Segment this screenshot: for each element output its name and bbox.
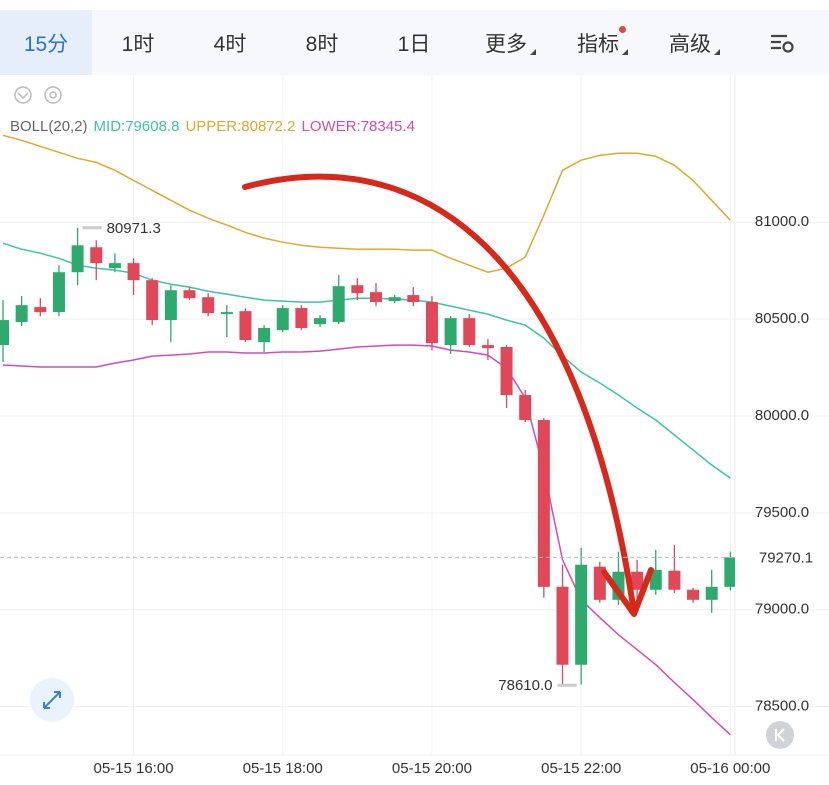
candle-body	[519, 395, 532, 421]
tab[interactable]: 1时	[121, 32, 155, 56]
candle-body	[687, 589, 700, 600]
y-tick-label: 79500.0	[755, 504, 809, 521]
x-tick-label: 05-16 00:00	[690, 760, 770, 777]
candle-body	[127, 263, 140, 281]
candle-body	[202, 297, 215, 314]
candle-body	[351, 285, 364, 294]
x-tick-label: 05-15 20:00	[392, 760, 472, 777]
y-tick-label: 80000.0	[755, 407, 809, 424]
candle-body	[295, 308, 308, 329]
candle-body	[668, 570, 681, 590]
candle-body	[481, 345, 494, 349]
legend-item: LOWER:78345.4	[302, 118, 415, 135]
x-tick-label: 05-15 22:00	[541, 760, 621, 777]
candle-body	[258, 328, 271, 343]
candle-body	[631, 571, 644, 590]
dropdown-caret	[622, 49, 628, 55]
candle-body	[15, 305, 28, 323]
high-marker-label: 80971.3	[107, 220, 161, 237]
dropdown-caret	[714, 49, 720, 55]
settings-icon[interactable]	[44, 86, 62, 104]
y-tick-label: 80500.0	[755, 310, 809, 327]
hide-icon[interactable]	[14, 86, 32, 104]
y-tick-label: 81000.0	[755, 213, 809, 230]
candle-body	[388, 297, 401, 302]
candle-body	[108, 263, 121, 269]
candle-body	[556, 586, 569, 665]
arrow-annotation	[242, 173, 637, 615]
candle-body	[276, 308, 289, 331]
tab[interactable]: 1日	[397, 32, 431, 56]
tab[interactable]: 15分	[0, 10, 92, 75]
candle-body	[52, 272, 65, 313]
candle-body	[649, 569, 662, 590]
candle-body	[500, 347, 513, 396]
dropdown-caret	[530, 49, 536, 55]
settings-icon-glyph	[49, 91, 57, 99]
badge-dot	[619, 26, 626, 33]
candle-body	[146, 280, 159, 321]
legend-title: BOLL(20,2)	[10, 118, 88, 135]
arrow-head	[601, 567, 654, 617]
candle-body	[724, 557, 735, 587]
last-price-box	[737, 545, 827, 570]
candle-body	[314, 318, 327, 325]
band-line	[2, 344, 731, 736]
tab[interactable]: 4时	[213, 32, 247, 56]
candle-body	[90, 247, 103, 264]
legend-item: UPPER:80872.2	[185, 118, 295, 135]
candle-body	[0, 320, 9, 346]
candle-body	[71, 245, 84, 273]
candle-body	[425, 302, 438, 344]
candle-body	[183, 290, 196, 299]
chart-settings[interactable]	[736, 10, 828, 75]
legend-item: MID:79608.8	[94, 118, 180, 135]
candle-body	[220, 312, 233, 315]
tab[interactable]: 高级	[644, 10, 736, 75]
low-marker-label: 78610.0	[498, 677, 552, 694]
candle-body	[705, 586, 718, 600]
tab[interactable]: 8时	[305, 32, 339, 56]
candle-body	[332, 286, 345, 323]
x-tick-label: 05-15 16:00	[94, 760, 174, 777]
last-price-label: 79270.1	[759, 549, 813, 566]
latest-button[interactable]	[766, 721, 794, 749]
candle-body	[575, 564, 588, 665]
candle-body	[444, 318, 457, 346]
y-tick-label: 79000.0	[755, 601, 809, 618]
x-tick-label: 05-15 18:00	[243, 760, 323, 777]
band-line	[2, 134, 731, 273]
candle-body	[164, 290, 177, 321]
candle-body	[34, 307, 47, 313]
tab-bar: 15分 1时 4时 8时 1日 更多 指标 高级	[0, 10, 829, 75]
hide-icon-glyph	[17, 92, 29, 100]
indicator-legend: BOLL(20,2) MID:79608.8 UPPER:80872.2 LOWER:…	[10, 118, 415, 135]
latest-icon	[775, 728, 785, 742]
settings-glyph	[771, 34, 794, 53]
candle-body	[537, 420, 550, 587]
candle-body	[370, 292, 382, 303]
candle-body	[239, 311, 252, 341]
candle-body	[407, 295, 420, 303]
expand-icon	[43, 691, 61, 709]
y-tick-label: 78500.0	[755, 698, 809, 715]
tab[interactable]: 更多	[460, 10, 552, 75]
tab[interactable]: 指标	[552, 10, 644, 75]
candle-body	[463, 318, 476, 346]
band-line	[2, 242, 731, 479]
